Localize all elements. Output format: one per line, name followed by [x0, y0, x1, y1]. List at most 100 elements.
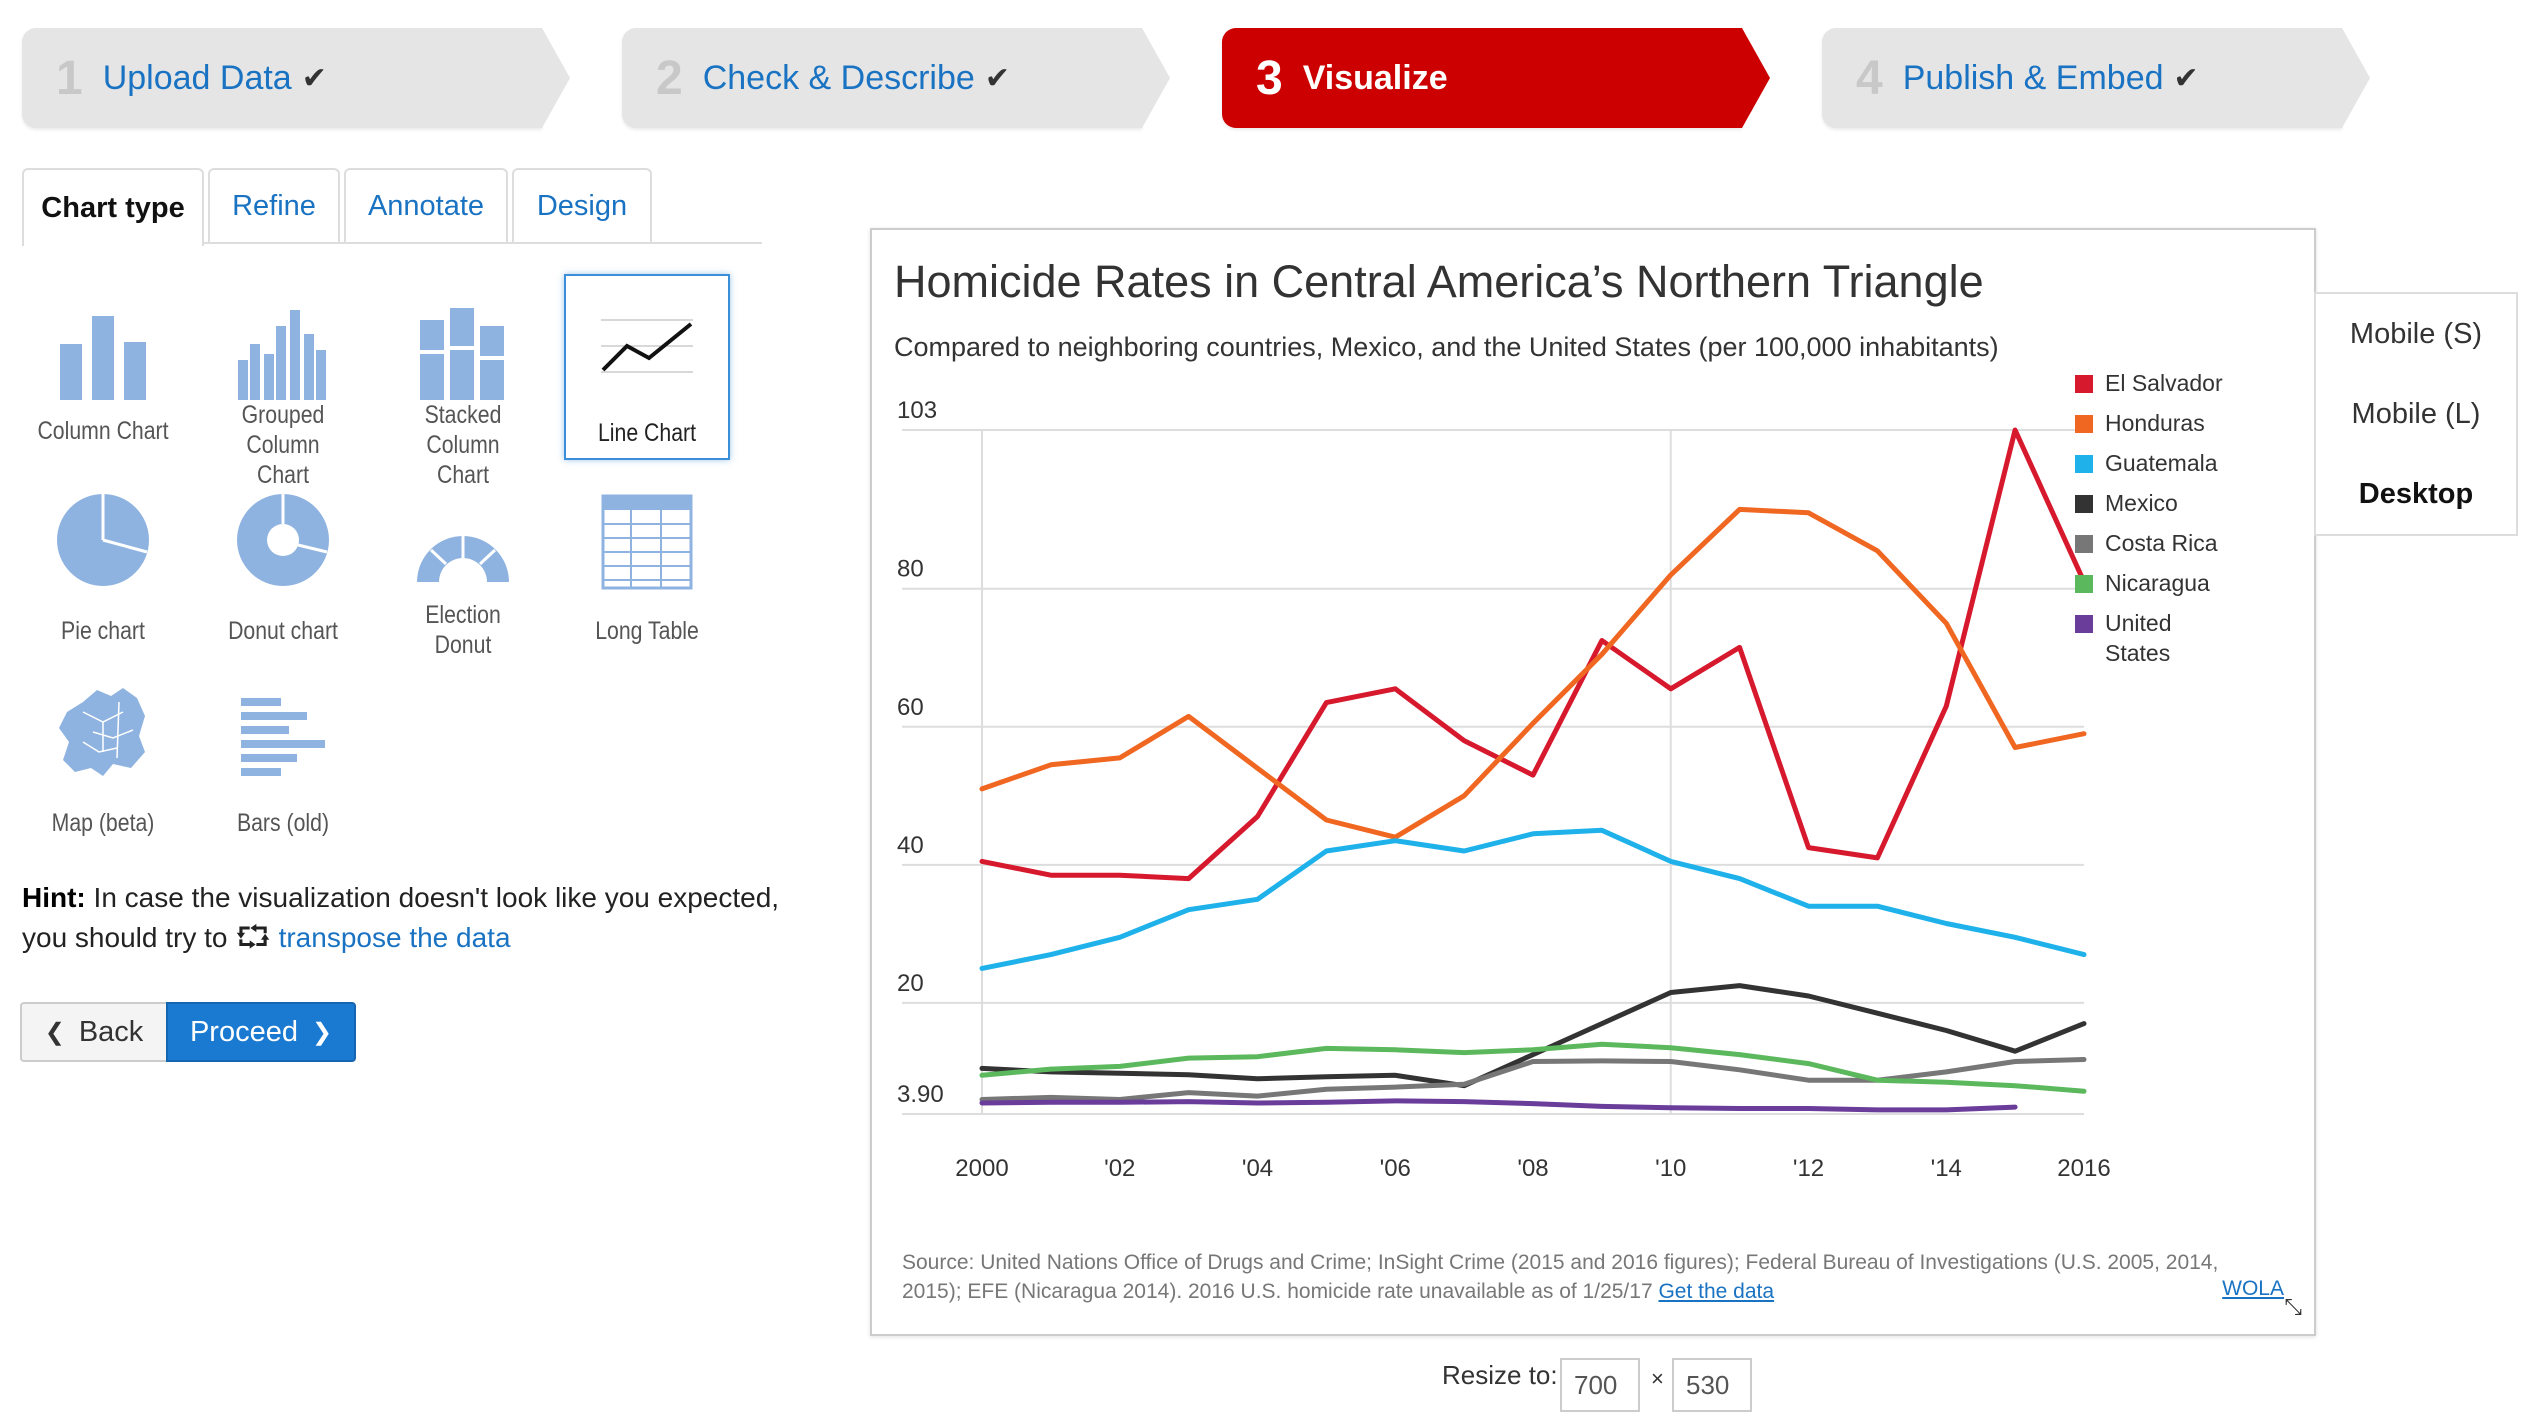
chart-type-bars[interactable]: Bars (old)	[198, 672, 368, 842]
x-tick-label: '12	[1793, 1155, 1824, 1182]
byline-link[interactable]: WOLA	[2222, 1277, 2284, 1300]
legend-label: Mexico	[2105, 490, 2178, 516]
chart-type-stacked-column[interactable]: Stacked Column Chart	[378, 290, 548, 489]
series-line-honduras	[979, 506, 2087, 840]
x-tick-label: '08	[1517, 1155, 1548, 1182]
x-tick-label: '14	[1931, 1155, 1962, 1182]
step-label: Publish & Embed	[1902, 58, 2164, 97]
legend-swatch	[2075, 375, 2093, 393]
chart-type-label: Election Donut	[391, 600, 536, 660]
tab-design[interactable]: Design	[512, 168, 652, 242]
chart-type-election-donut[interactable]: Election Donut	[378, 480, 548, 659]
chart-title: Homicide Rates in Central America’s Nort…	[894, 256, 1984, 307]
election-donut-icon	[378, 480, 548, 590]
chart-type-label: Stacked Column Chart	[391, 400, 536, 490]
tab-refine[interactable]: Refine	[208, 168, 340, 242]
legend-label: Nicaragua	[2105, 570, 2210, 596]
back-button[interactable]: ❮ Back	[20, 1002, 168, 1062]
x-tick-label: '06	[1380, 1155, 1411, 1182]
proceed-button[interactable]: Proceed ❯	[166, 1002, 356, 1062]
x-tick-label: '04	[1242, 1155, 1273, 1182]
legend-item: Guatemala	[2075, 448, 2218, 478]
y-tick-label: 20	[897, 970, 924, 997]
chart-type-pie[interactable]: Pie chart	[18, 480, 188, 650]
resize-height-input[interactable]: 530	[1672, 1358, 1752, 1412]
column-chart-icon	[18, 290, 188, 400]
chart-type-label-text: Grouped Column Chart	[241, 401, 325, 489]
checkmark-icon: ✔	[301, 61, 327, 95]
hint-label: Hint:	[22, 882, 86, 913]
device-mobile-small[interactable]: Mobile (S)	[2314, 292, 2518, 376]
grouped-column-chart-icon	[198, 290, 368, 400]
chart-type-map[interactable]: Map (beta)	[18, 672, 188, 842]
chart-type-label: Map (beta)	[51, 809, 155, 837]
chart-type-label-text: Election Donut	[425, 601, 501, 659]
checkmark-icon: ✔	[984, 61, 1010, 95]
donut-chart-icon	[198, 480, 368, 590]
back-label: Back	[78, 1015, 144, 1048]
resize-label: Resize to:	[1442, 1360, 1558, 1390]
legend-swatch	[2075, 615, 2093, 633]
table-icon	[562, 480, 732, 590]
step-check-describe[interactable]: 2 Check & Describe ✔	[622, 28, 1170, 128]
tab-annotate[interactable]: Annotate	[344, 168, 508, 242]
chart-type-grouped-column[interactable]: Grouped Column Chart	[198, 290, 368, 489]
series-line-costa-rica	[979, 1057, 2087, 1102]
chart-type-label: Bars (old)	[236, 809, 330, 837]
chart-type-long-table[interactable]: Long Table	[562, 480, 732, 650]
y-tick-label: 103	[897, 397, 937, 424]
resize-handle-icon[interactable]: ⤡	[2284, 1294, 2302, 1319]
step-number: 1	[56, 51, 83, 105]
y-tick-label: 60	[897, 694, 924, 721]
device-desktop[interactable]: Desktop	[2314, 454, 2518, 536]
hint-text: Hint: In case the visualization doesn't …	[22, 878, 782, 958]
x-tick-label: '10	[1655, 1155, 1686, 1182]
step-publish-embed[interactable]: 4 Publish & Embed ✔	[1822, 28, 2370, 128]
step-number: 3	[1256, 51, 1283, 105]
bars-icon	[198, 672, 368, 782]
source-text: Source: United Nations Office of Drugs a…	[902, 1251, 2219, 1303]
x-tick-label: 2016	[2057, 1155, 2110, 1182]
series-line-nicaragua	[979, 1041, 2087, 1094]
get-the-data-link[interactable]: Get the data	[1658, 1280, 1775, 1303]
legend-item: Honduras	[2075, 408, 2205, 438]
legend-swatch	[2075, 495, 2093, 513]
chart-type-column[interactable]: Column Chart	[18, 290, 188, 450]
legend-swatch	[2075, 455, 2093, 473]
legend-swatch	[2075, 535, 2093, 553]
hint-body: In case the visualization doesn't look l…	[22, 882, 780, 953]
transpose-data-link[interactable]: transpose the data	[278, 922, 511, 953]
chart-type-label-text: Stacked Column Chart	[424, 401, 502, 489]
stacked-column-chart-icon	[378, 290, 548, 400]
step-upload-data[interactable]: 1 Upload Data ✔	[22, 28, 570, 128]
resize-width-input[interactable]: 700	[1560, 1358, 1640, 1412]
step-label: Visualize	[1302, 58, 1448, 97]
chart-type-label: Column Chart	[37, 417, 169, 445]
tab-chart-type[interactable]: Chart type	[22, 168, 204, 246]
legend-item: Mexico	[2075, 488, 2178, 518]
y-tick-label: 80	[897, 556, 924, 583]
y-tick-label: 3.90	[897, 1081, 944, 1108]
chart-type-donut[interactable]: Donut chart	[198, 480, 368, 650]
legend-swatch	[2075, 575, 2093, 593]
pie-chart-icon	[18, 480, 188, 590]
step-label: Check & Describe	[702, 58, 975, 97]
legend-swatch	[2075, 415, 2093, 433]
device-mobile-large[interactable]: Mobile (L)	[2314, 374, 2518, 456]
chart-type-label: Long Table	[595, 617, 699, 645]
chart-preview: Homicide Rates in Central America’s Nort…	[870, 228, 2316, 1336]
legend-label: Honduras	[2105, 410, 2205, 436]
chart-source: Source: United Nations Office of Drugs a…	[902, 1248, 2262, 1306]
chart-subtitle: Compared to neighboring countries, Mexic…	[894, 332, 1999, 362]
resize-separator: ×	[1651, 1366, 1664, 1391]
y-tick-label: 40	[897, 832, 924, 859]
step-visualize[interactable]: 3 Visualize	[1222, 28, 1770, 128]
chart-type-label: Donut chart	[228, 617, 338, 645]
chart-type-line[interactable]: Line Chart	[564, 274, 730, 460]
legend-item: El Salvador	[2075, 368, 2223, 398]
x-tick-label: '02	[1104, 1155, 1135, 1182]
step-number: 4	[1856, 51, 1883, 105]
series-line-mexico	[979, 983, 2087, 1089]
map-icon	[18, 672, 188, 782]
sidebar-tabs: Chart type Refine Annotate Design	[22, 168, 762, 246]
